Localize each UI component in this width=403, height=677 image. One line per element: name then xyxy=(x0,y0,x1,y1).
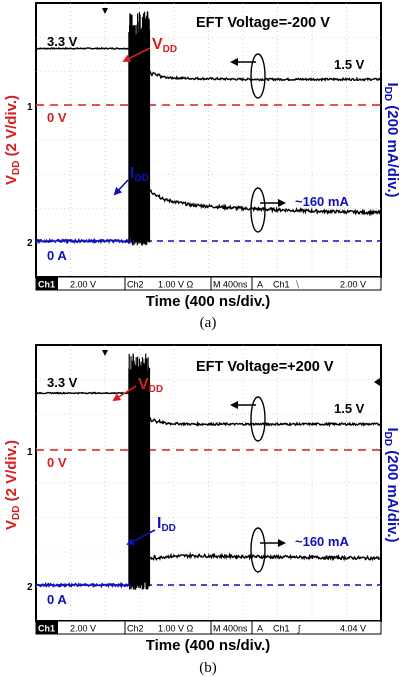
vdd-low-label: 1.5 V xyxy=(334,57,365,72)
panel-b: 1 2 EFT Voltage=+200 V 3.3 V 1.5 V 0 V 0… xyxy=(3,344,401,676)
idd-value-label: ~160 mA xyxy=(295,194,349,209)
idd-zero-label: 0 A xyxy=(47,592,67,607)
vdd-arrow xyxy=(112,385,137,402)
idd-value-label: ~160 mA xyxy=(295,534,349,549)
status-ch2: Ch2 xyxy=(127,280,144,290)
vdd-low-label: 1.5 V xyxy=(334,401,365,416)
status-a: A xyxy=(257,624,263,634)
y-axis-left-label: VDD (2 V/div.) xyxy=(3,440,22,530)
ch2-ground-marker: 2 xyxy=(27,238,33,249)
idd-arrow-label: IDD xyxy=(130,165,149,184)
status-ch1-scale: 2.00 V xyxy=(70,624,96,634)
status-trig-ch: Ch1 xyxy=(273,624,290,634)
idd-arrow xyxy=(126,529,156,545)
vdd-high-label: 3.3 V xyxy=(47,375,78,390)
trigger-position-marker xyxy=(102,8,108,14)
vdd-axis-ellipse xyxy=(250,396,266,442)
y-axis-right-label: IDD (200 mA/div.) xyxy=(382,427,401,542)
status-trig-slope: ⧹ xyxy=(296,280,300,290)
status-timebase: 400ns xyxy=(223,280,248,290)
status-ch2: Ch2 xyxy=(127,624,144,634)
vdd-trace xyxy=(35,46,382,82)
status-timebase: 400ns xyxy=(223,624,248,634)
vdd-arrow-label: VDD xyxy=(152,36,177,55)
status-trig-level: 4.04 V xyxy=(340,624,366,634)
trigger-level-marker xyxy=(374,378,380,386)
idd-arrow xyxy=(113,179,129,196)
scope-status-bar: Ch1 2.00 V Ch2 1.00 V Ω M 400ns A Ch1 ∫ … xyxy=(35,620,382,635)
status-ch1-scale: 2.00 V xyxy=(70,280,96,290)
idd-baseline-trace xyxy=(35,237,132,245)
idd-trace xyxy=(130,551,382,588)
ch1-ground-marker: 1 xyxy=(27,447,33,458)
idd-axis-ellipse xyxy=(250,527,266,573)
vdd-trace xyxy=(35,390,382,428)
idd-baseline-trace xyxy=(35,581,132,589)
panel-a: 1 2 EFT Voltage=-200 V 3.3 V 1.5 V 0 V 0… xyxy=(3,2,401,331)
panel-title: EFT Voltage=-200 V xyxy=(196,15,330,31)
panel-caption: (b) xyxy=(199,660,217,676)
status-ch1: Ch1 xyxy=(38,624,55,634)
status-m: M xyxy=(213,280,221,290)
idd-arrow-label: IDD xyxy=(157,515,176,534)
vdd-axis-ellipse xyxy=(250,53,266,99)
vdd-zero-label: 0 V xyxy=(47,110,67,125)
vdd-zero-label: 0 V xyxy=(47,455,67,470)
vdd-arrow xyxy=(122,47,151,62)
status-ch2-scale: 1.00 V Ω xyxy=(158,280,194,290)
ch2-ground-marker: 2 xyxy=(27,582,33,593)
scope-status-bar: Ch1 2.00 V Ch2 1.00 V Ω M 400ns A Ch1 ⧹ … xyxy=(35,276,382,291)
eft-spike xyxy=(128,11,151,246)
status-a: A xyxy=(257,280,263,290)
status-trig-slope: ∫ xyxy=(297,624,302,634)
status-trig-level: 2.00 V xyxy=(340,280,366,290)
eft-spike xyxy=(128,353,151,590)
trigger-position-marker xyxy=(102,350,108,356)
status-trig-ch: Ch1 xyxy=(273,280,290,290)
status-m: M xyxy=(213,624,221,634)
y-axis-left-label: VDD (2 V/div.) xyxy=(3,95,22,185)
ch1-ground-marker: 1 xyxy=(27,102,33,113)
status-ch1: Ch1 xyxy=(38,280,55,290)
panel-title: EFT Voltage=+200 V xyxy=(196,359,334,375)
idd-trace xyxy=(130,177,382,242)
grid xyxy=(36,345,381,621)
panel-caption: (a) xyxy=(200,315,217,331)
idd-axis-ellipse xyxy=(250,187,266,233)
vdd-high-label: 3.3 V xyxy=(47,34,78,49)
x-axis-label: Time (400 ns/div.) xyxy=(146,637,271,654)
y-axis-right-label: IDD (200 mA/div.) xyxy=(382,82,401,197)
vdd-arrow-label: VDD xyxy=(138,376,163,395)
status-ch2-scale: 1.00 V Ω xyxy=(158,624,194,634)
idd-zero-label: 0 A xyxy=(47,248,67,263)
x-axis-label: Time (400 ns/div.) xyxy=(146,293,271,310)
